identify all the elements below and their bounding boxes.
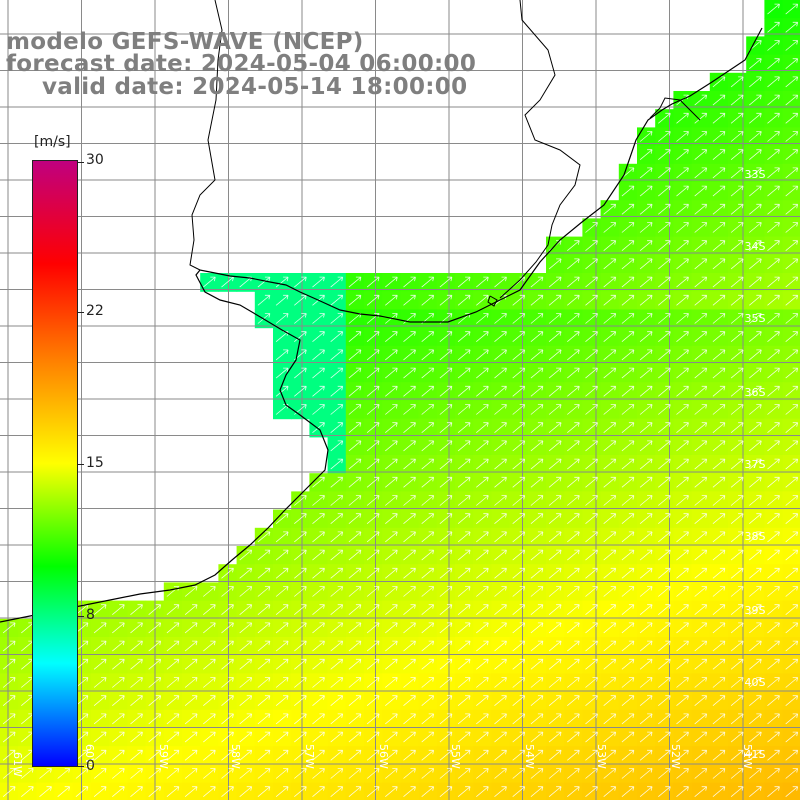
lat-label: 40S [745, 676, 766, 689]
lat-label: 35S [745, 312, 766, 325]
colorbar-tick: 15 [86, 455, 104, 471]
colorbar-tick: 0 [86, 758, 95, 774]
lon-label: 58W [229, 744, 242, 769]
lat-label: 33S [745, 168, 766, 181]
lon-label: 59W [157, 744, 170, 769]
lat-label: 41S [745, 748, 766, 761]
model-title: modelo GEFS-WAVE (NCEP) [6, 29, 364, 55]
lon-label: 53W [595, 744, 608, 769]
colorbar-tick: 8 [86, 607, 95, 623]
lon-label: 51W [741, 744, 754, 769]
lon-label: 56W [377, 744, 390, 769]
latitude-labels: 33S 34S 35S 36S 37S 38S 39S 40S 41S [745, 168, 766, 761]
lon-label: 57W [303, 744, 316, 769]
lat-label: 36S [745, 386, 766, 399]
longitude-labels: 61W 60W 59W 58W 57W 56W 55W 54W 53W 52W … [11, 744, 754, 777]
coastline [0, 0, 763, 623]
lat-label: 37S [745, 458, 766, 471]
colorbar-tick: 22 [86, 303, 104, 319]
lon-label: 60W [83, 744, 96, 769]
lat-label: 38S [745, 530, 766, 543]
lat-label: 39S [745, 604, 766, 617]
lon-label: 52W [669, 744, 682, 769]
colorbar-unit: [m/s] [34, 134, 71, 150]
forecast-date: forecast date: 2024-05-04 06:00:00 [6, 51, 477, 77]
lon-label: 61W [11, 752, 24, 777]
colorbar-tick: 30 [86, 152, 104, 168]
colorbar-gradient [33, 161, 77, 766]
lon-label: 54W [523, 744, 536, 769]
lon-label: 55W [449, 744, 462, 769]
valid-date: valid date: 2024-05-14 18:00:00 [42, 74, 468, 100]
colorbar [32, 160, 78, 767]
lat-label: 34S [745, 240, 766, 253]
wind-arrows [2, 3, 799, 798]
